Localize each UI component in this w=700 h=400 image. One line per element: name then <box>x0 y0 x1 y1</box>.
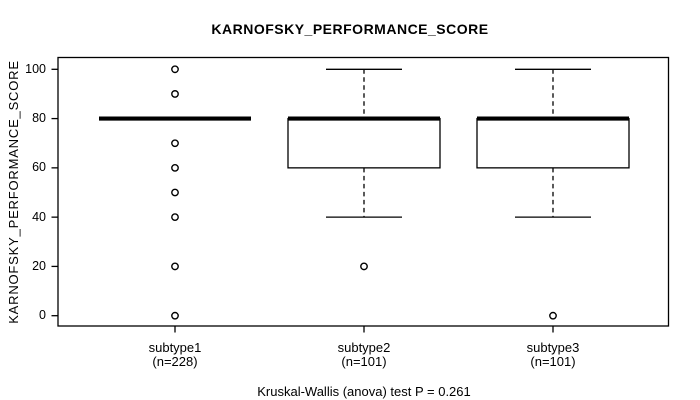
outlier-point <box>171 213 179 222</box>
chart-title: KARNOFSKY_PERFORMANCE_SCORE <box>211 21 489 37</box>
outlier-point <box>171 139 179 148</box>
outlier-point <box>171 311 179 320</box>
x-group-label: subtype1 (n=228) <box>105 341 245 368</box>
outlier-point <box>549 311 557 320</box>
group-name: subtype1 <box>148 340 202 355</box>
y-tick-label: 20 <box>32 258 46 273</box>
group-n: (n=228) <box>152 353 198 369</box>
outlier-point <box>171 65 179 74</box>
group-n: (n=101) <box>341 353 387 369</box>
outlier-point <box>360 262 368 271</box>
y-tick-label: 60 <box>32 160 46 175</box>
iqr-box <box>287 117 441 169</box>
x-group-label: subtype3 (n=101) <box>483 341 623 368</box>
iqr-box <box>476 117 630 169</box>
y-tick-label: 0 <box>39 308 46 323</box>
y-tick-label: 40 <box>32 209 46 224</box>
y-tick-label: 100 <box>25 61 46 76</box>
x-group-label: subtype2 (n=101) <box>294 341 434 368</box>
outlier-point <box>171 163 179 172</box>
outlier-point <box>171 188 179 197</box>
group-n: (n=101) <box>530 353 576 369</box>
stat-test-caption: Kruskal-Wallis (anova) test P = 0.261 <box>257 384 471 399</box>
y-tick-label: 80 <box>32 111 46 126</box>
group-name: subtype3 <box>526 340 580 355</box>
outlier-point <box>171 90 179 98</box>
plot-frame <box>57 56 670 327</box>
group-name: subtype2 <box>337 340 391 355</box>
boxplot-marks <box>51 65 630 333</box>
outlier-point <box>171 262 179 271</box>
